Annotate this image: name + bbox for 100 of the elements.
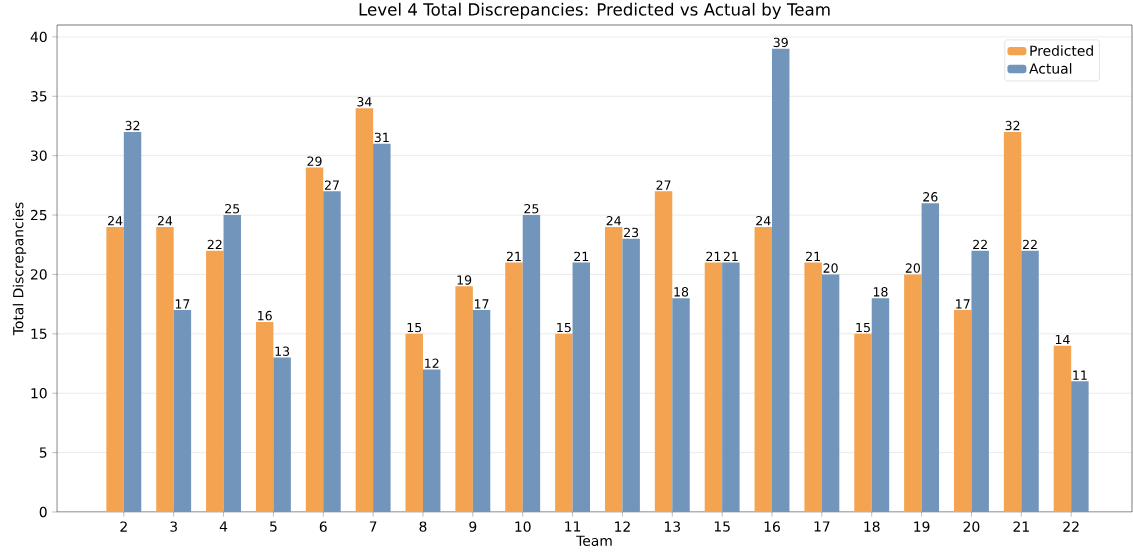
data-label: 25 [524,203,539,214]
y-axis-title: Total Discrepancies [12,202,27,336]
bar [422,369,441,512]
y-tick-label: 35 [31,91,47,102]
chart-title: Level 4 Total Discrepancies: Predicted vs Actual by Team [359,2,830,19]
x-tick-label: 13 [664,521,680,532]
bar [206,250,224,512]
legend-label: Predicted [1030,45,1093,56]
bar [654,191,673,512]
bar [273,357,291,512]
data-label: 15 [856,322,870,333]
bar [854,333,872,512]
bar [1003,131,1022,512]
x-axis-title: Team [576,535,612,546]
data-label: 21 [574,251,589,261]
x-tick-label: 15 [714,521,730,532]
data-label: 17 [175,299,190,309]
bar [522,215,541,512]
x-tick-label: 11 [565,521,581,532]
data-label: 27 [324,180,339,190]
data-label: 21 [506,251,521,261]
x-tick-label: 17 [814,521,830,532]
bar [455,286,473,512]
data-label: 13 [275,346,290,356]
data-label: 26 [923,192,938,202]
data-label: 20 [823,263,838,273]
y-tick-label: 40 [30,31,47,43]
bar [405,333,423,512]
bar [1053,345,1072,512]
x-tick-label: 21 [1013,521,1029,532]
x-tick-label: 7 [369,521,377,532]
bar [954,310,972,512]
y-tick-label: 20 [31,269,47,280]
bar [821,274,840,512]
data-label: 22 [1022,239,1037,250]
data-label: 18 [873,287,888,297]
data-label: 24 [606,216,621,226]
data-label: 32 [1005,120,1020,131]
data-label: 21 [723,251,738,261]
bar [106,226,124,512]
bar [305,167,324,512]
bar [156,226,174,512]
x-tick-label: 6 [319,521,327,532]
y-tick-label: 5 [39,447,47,458]
data-label: 24 [157,216,173,226]
y-tick-label: 0 [39,506,47,518]
bar [472,310,491,512]
data-label: 25 [225,203,240,214]
x-tick-label: 22 [1063,521,1079,532]
x-tick-label: 3 [170,521,177,532]
bar [1021,250,1039,512]
data-label: 32 [125,120,140,131]
legend-label: Actual [1029,63,1072,74]
bar [173,310,192,512]
bar [323,191,341,512]
bar [355,108,374,512]
data-label: 21 [806,251,820,261]
data-label: 11 [1073,370,1087,380]
data-label: 14 [1055,334,1070,345]
y-tick-label: 15 [31,328,47,339]
data-label: 24 [108,216,123,226]
data-label: 17 [474,299,489,309]
x-tick-label: 5 [270,521,277,532]
bar [904,274,922,512]
data-label: 12 [425,358,439,368]
data-label: 39 [773,37,788,48]
bar [804,262,822,512]
bar [722,262,740,512]
data-label: 29 [307,156,322,166]
x-tick-label: 19 [914,521,930,532]
x-tick-label: 20 [963,521,980,532]
data-label: 21 [706,251,721,261]
bar [772,48,790,512]
data-label: 24 [756,216,771,226]
data-label: 31 [374,132,389,143]
y-tick-label: 25 [31,209,47,221]
bar [223,215,241,512]
x-tick-label: 18 [864,521,880,532]
data-label: 17 [956,299,970,309]
x-tick-label: 10 [515,521,531,532]
x-tick-label: 16 [764,521,780,532]
data-label: 27 [656,180,671,190]
x-tick-label: 8 [419,521,427,532]
data-label: 22 [207,239,222,250]
bar [672,298,690,512]
bar [373,143,391,512]
bar [123,131,142,512]
data-label: 15 [557,322,571,333]
data-label: 20 [905,263,920,273]
bar [604,226,623,512]
data-label: 18 [674,287,689,297]
y-tick-label: 30 [31,150,47,161]
bar [921,203,940,512]
y-tick-label: 10 [31,387,47,399]
bar [754,226,773,512]
x-tick-label: 12 [615,521,630,532]
data-label: 23 [624,227,639,238]
bar [704,262,723,512]
bar [505,262,523,512]
data-label: 22 [973,239,987,250]
